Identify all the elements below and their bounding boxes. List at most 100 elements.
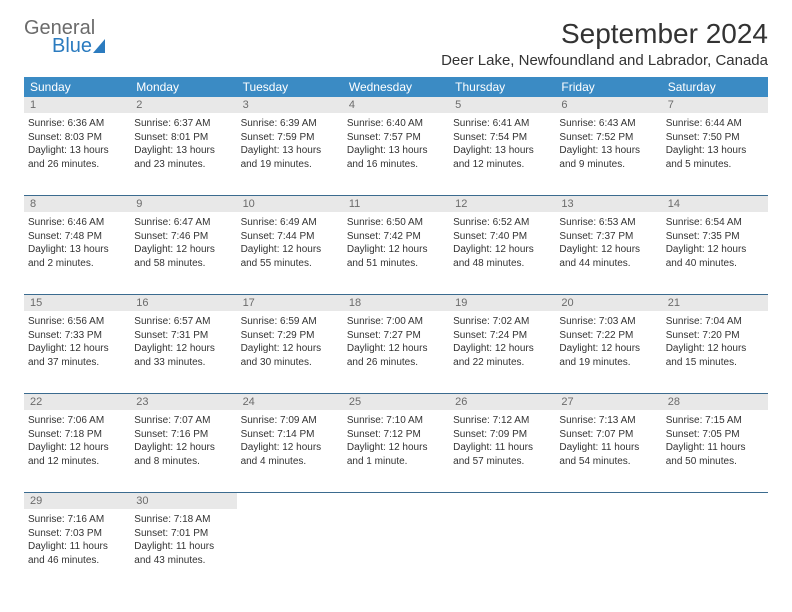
day-number: 20 bbox=[555, 295, 661, 311]
day-cell: Sunrise: 6:57 AMSunset: 7:31 PMDaylight:… bbox=[130, 311, 236, 393]
day-cell: Sunrise: 7:06 AMSunset: 7:18 PMDaylight:… bbox=[24, 410, 130, 492]
daylight-text: Daylight: 12 hours bbox=[347, 342, 445, 356]
day-info: Sunrise: 6:40 AMSunset: 7:57 PMDaylight:… bbox=[347, 115, 445, 171]
sunrise-text: Sunrise: 7:02 AM bbox=[453, 315, 551, 329]
sunset-text: Sunset: 8:01 PM bbox=[134, 131, 232, 145]
day-info: Sunrise: 6:56 AMSunset: 7:33 PMDaylight:… bbox=[28, 313, 126, 369]
week-row: Sunrise: 7:16 AMSunset: 7:03 PMDaylight:… bbox=[24, 509, 768, 591]
header: General Blue September 2024 Deer Lake, N… bbox=[24, 18, 768, 69]
daylight-text: Daylight: 11 hours bbox=[559, 441, 657, 455]
day-number: 22 bbox=[24, 394, 130, 410]
title-block: September 2024 Deer Lake, Newfoundland a… bbox=[441, 18, 768, 69]
day-info: Sunrise: 7:03 AMSunset: 7:22 PMDaylight:… bbox=[559, 313, 657, 369]
sunrise-text: Sunrise: 6:57 AM bbox=[134, 315, 232, 329]
day-number: 15 bbox=[24, 295, 130, 311]
day-number: 2 bbox=[130, 97, 236, 113]
day-number-row: 891011121314 bbox=[24, 196, 768, 212]
sunset-text: Sunset: 7:20 PM bbox=[666, 329, 764, 343]
weekday-label: Wednesday bbox=[343, 77, 449, 97]
daylight-text: Daylight: 12 hours bbox=[347, 243, 445, 257]
daylight-text: and 2 minutes. bbox=[28, 257, 126, 271]
day-cell: Sunrise: 7:13 AMSunset: 7:07 PMDaylight:… bbox=[555, 410, 661, 492]
daylight-text: Daylight: 13 hours bbox=[559, 144, 657, 158]
day-number: 19 bbox=[449, 295, 555, 311]
day-info: Sunrise: 7:15 AMSunset: 7:05 PMDaylight:… bbox=[666, 412, 764, 468]
sunset-text: Sunset: 7:59 PM bbox=[241, 131, 339, 145]
week-row: Sunrise: 6:56 AMSunset: 7:33 PMDaylight:… bbox=[24, 311, 768, 394]
sunset-text: Sunset: 7:44 PM bbox=[241, 230, 339, 244]
day-cell: Sunrise: 7:00 AMSunset: 7:27 PMDaylight:… bbox=[343, 311, 449, 393]
daylight-text: Daylight: 13 hours bbox=[347, 144, 445, 158]
sunrise-text: Sunrise: 7:15 AM bbox=[666, 414, 764, 428]
weekday-label: Monday bbox=[130, 77, 236, 97]
day-cell bbox=[343, 509, 449, 591]
sunrise-text: Sunrise: 7:00 AM bbox=[347, 315, 445, 329]
sunset-text: Sunset: 7:14 PM bbox=[241, 428, 339, 442]
daylight-text: and 58 minutes. bbox=[134, 257, 232, 271]
logo-sail-icon bbox=[93, 17, 105, 53]
daylight-text: and 5 minutes. bbox=[666, 158, 764, 172]
sunrise-text: Sunrise: 7:03 AM bbox=[559, 315, 657, 329]
weekday-header: Sunday Monday Tuesday Wednesday Thursday… bbox=[24, 77, 768, 97]
day-info: Sunrise: 7:02 AMSunset: 7:24 PMDaylight:… bbox=[453, 313, 551, 369]
daylight-text: and 40 minutes. bbox=[666, 257, 764, 271]
sunrise-text: Sunrise: 7:12 AM bbox=[453, 414, 551, 428]
daylight-text: Daylight: 13 hours bbox=[666, 144, 764, 158]
logo-text: General Blue bbox=[24, 18, 105, 56]
day-number: 29 bbox=[24, 493, 130, 509]
day-cell bbox=[449, 509, 555, 591]
daylight-text: Daylight: 11 hours bbox=[28, 540, 126, 554]
sunset-text: Sunset: 7:16 PM bbox=[134, 428, 232, 442]
daylight-text: and 15 minutes. bbox=[666, 356, 764, 370]
sunrise-text: Sunrise: 6:59 AM bbox=[241, 315, 339, 329]
sunset-text: Sunset: 7:05 PM bbox=[666, 428, 764, 442]
location: Deer Lake, Newfoundland and Labrador, Ca… bbox=[441, 52, 768, 69]
day-cell bbox=[555, 509, 661, 591]
daylight-text: and 23 minutes. bbox=[134, 158, 232, 172]
week-row: Sunrise: 6:36 AMSunset: 8:03 PMDaylight:… bbox=[24, 113, 768, 196]
day-number: 14 bbox=[662, 196, 768, 212]
daylight-text: Daylight: 13 hours bbox=[28, 144, 126, 158]
sunrise-text: Sunrise: 6:40 AM bbox=[347, 117, 445, 131]
daylight-text: Daylight: 13 hours bbox=[28, 243, 126, 257]
daylight-text: and 51 minutes. bbox=[347, 257, 445, 271]
day-info: Sunrise: 7:18 AMSunset: 7:01 PMDaylight:… bbox=[134, 511, 232, 567]
sunrise-text: Sunrise: 7:06 AM bbox=[28, 414, 126, 428]
daylight-text: and 19 minutes. bbox=[559, 356, 657, 370]
sunset-text: Sunset: 7:27 PM bbox=[347, 329, 445, 343]
weeks-container: 1234567Sunrise: 6:36 AMSunset: 8:03 PMDa… bbox=[24, 97, 768, 591]
day-cell: Sunrise: 6:49 AMSunset: 7:44 PMDaylight:… bbox=[237, 212, 343, 294]
sunrise-text: Sunrise: 6:36 AM bbox=[28, 117, 126, 131]
sunrise-text: Sunrise: 6:46 AM bbox=[28, 216, 126, 230]
daylight-text: Daylight: 12 hours bbox=[666, 342, 764, 356]
day-number: 11 bbox=[343, 196, 449, 212]
day-number: 4 bbox=[343, 97, 449, 113]
day-number bbox=[343, 493, 449, 509]
day-info: Sunrise: 6:47 AMSunset: 7:46 PMDaylight:… bbox=[134, 214, 232, 270]
day-info: Sunrise: 6:37 AMSunset: 8:01 PMDaylight:… bbox=[134, 115, 232, 171]
sunset-text: Sunset: 7:24 PM bbox=[453, 329, 551, 343]
daylight-text: and 50 minutes. bbox=[666, 455, 764, 469]
day-info: Sunrise: 7:00 AMSunset: 7:27 PMDaylight:… bbox=[347, 313, 445, 369]
day-number-row: 2930 bbox=[24, 493, 768, 509]
day-number-row: 1234567 bbox=[24, 97, 768, 113]
sunrise-text: Sunrise: 7:10 AM bbox=[347, 414, 445, 428]
day-number: 10 bbox=[237, 196, 343, 212]
day-cell: Sunrise: 7:16 AMSunset: 7:03 PMDaylight:… bbox=[24, 509, 130, 591]
daylight-text: Daylight: 12 hours bbox=[666, 243, 764, 257]
day-info: Sunrise: 7:16 AMSunset: 7:03 PMDaylight:… bbox=[28, 511, 126, 567]
sunrise-text: Sunrise: 6:44 AM bbox=[666, 117, 764, 131]
weekday-label: Tuesday bbox=[237, 77, 343, 97]
daylight-text: Daylight: 12 hours bbox=[134, 243, 232, 257]
sunrise-text: Sunrise: 6:43 AM bbox=[559, 117, 657, 131]
sunset-text: Sunset: 7:07 PM bbox=[559, 428, 657, 442]
daylight-text: and 48 minutes. bbox=[453, 257, 551, 271]
day-info: Sunrise: 6:46 AMSunset: 7:48 PMDaylight:… bbox=[28, 214, 126, 270]
daylight-text: Daylight: 12 hours bbox=[559, 342, 657, 356]
sunrise-text: Sunrise: 6:41 AM bbox=[453, 117, 551, 131]
sunrise-text: Sunrise: 7:13 AM bbox=[559, 414, 657, 428]
sunrise-text: Sunrise: 7:16 AM bbox=[28, 513, 126, 527]
sunset-text: Sunset: 7:01 PM bbox=[134, 527, 232, 541]
day-number bbox=[237, 493, 343, 509]
day-info: Sunrise: 6:44 AMSunset: 7:50 PMDaylight:… bbox=[666, 115, 764, 171]
